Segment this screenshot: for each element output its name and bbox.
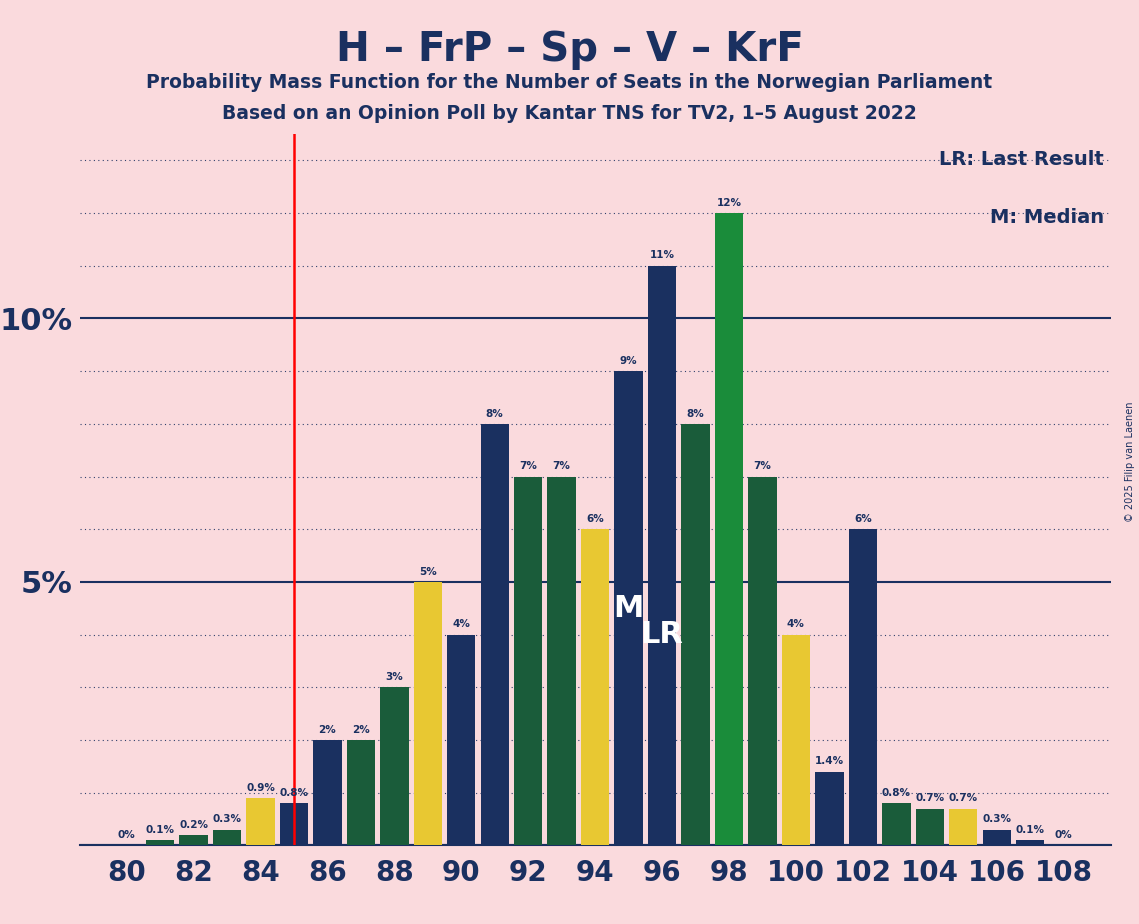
Text: 4%: 4% [452, 619, 470, 629]
Text: 3%: 3% [385, 672, 403, 682]
Bar [1016, 840, 1044, 845]
Bar [715, 213, 744, 845]
Bar [681, 424, 710, 845]
Text: LR: Last Result: LR: Last Result [939, 150, 1104, 169]
Text: 0.1%: 0.1% [146, 825, 174, 835]
Bar [380, 687, 409, 845]
Bar [446, 635, 475, 845]
Bar [849, 529, 877, 845]
Bar [146, 840, 174, 845]
Bar [179, 835, 207, 845]
Bar [781, 635, 810, 845]
Text: 7%: 7% [754, 461, 771, 471]
Bar [983, 830, 1011, 845]
Bar [882, 803, 910, 845]
Text: 0.8%: 0.8% [279, 788, 309, 798]
Text: 4%: 4% [787, 619, 805, 629]
Text: 0%: 0% [117, 830, 136, 840]
Text: 8%: 8% [687, 408, 704, 419]
Bar [514, 477, 542, 845]
Bar [648, 266, 677, 845]
Bar [246, 798, 274, 845]
Bar [213, 830, 241, 845]
Text: 0.1%: 0.1% [1016, 825, 1044, 835]
Text: 0.9%: 0.9% [246, 783, 274, 793]
Text: 11%: 11% [649, 250, 674, 261]
Text: 7%: 7% [552, 461, 571, 471]
Text: M: M [614, 594, 644, 623]
Bar [816, 772, 844, 845]
Text: 1.4%: 1.4% [814, 757, 844, 766]
Text: 7%: 7% [519, 461, 538, 471]
Text: © 2025 Filip van Laenen: © 2025 Filip van Laenen [1125, 402, 1134, 522]
Text: H – FrP – Sp – V – KrF: H – FrP – Sp – V – KrF [336, 30, 803, 69]
Bar [481, 424, 509, 845]
Bar [581, 529, 609, 845]
Text: Based on an Opinion Poll by Kantar TNS for TV2, 1–5 August 2022: Based on an Opinion Poll by Kantar TNS f… [222, 104, 917, 124]
Text: 8%: 8% [486, 408, 503, 419]
Bar [548, 477, 576, 845]
Text: 12%: 12% [716, 198, 741, 208]
Text: 0.2%: 0.2% [179, 820, 208, 830]
Text: 6%: 6% [854, 514, 871, 524]
Text: 0.3%: 0.3% [213, 814, 241, 824]
Text: 0.3%: 0.3% [982, 814, 1011, 824]
Text: 2%: 2% [352, 724, 370, 735]
Bar [313, 740, 342, 845]
Text: Probability Mass Function for the Number of Seats in the Norwegian Parliament: Probability Mass Function for the Number… [147, 73, 992, 92]
Text: 0.8%: 0.8% [882, 788, 911, 798]
Bar [413, 582, 442, 845]
Bar [614, 371, 642, 845]
Bar [280, 803, 309, 845]
Text: 2%: 2% [319, 724, 336, 735]
Text: LR: LR [640, 620, 683, 650]
Text: 0.7%: 0.7% [916, 794, 944, 803]
Text: 6%: 6% [587, 514, 604, 524]
Text: 9%: 9% [620, 356, 638, 366]
Text: M: Median: M: Median [990, 208, 1104, 226]
Text: 0%: 0% [1055, 830, 1073, 840]
Bar [748, 477, 777, 845]
Bar [346, 740, 375, 845]
Bar [949, 808, 977, 845]
Text: 5%: 5% [419, 566, 436, 577]
Text: 0.7%: 0.7% [949, 794, 977, 803]
Bar [916, 808, 944, 845]
